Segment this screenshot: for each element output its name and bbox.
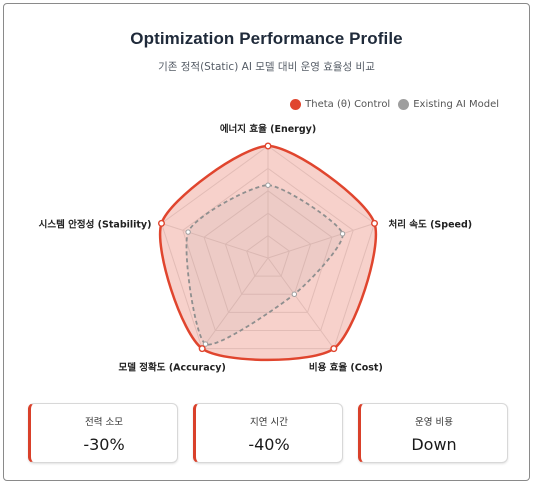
data-point-existing [340,232,344,236]
data-point-theta [265,143,271,149]
data-point-theta [372,221,378,227]
axis-label: 모델 정확도 (Accuracy) [119,362,226,374]
chart-card: Optimization Performance Profile 기존 정적(S… [3,3,530,481]
stat-card-power: 전력 소모 -30% [28,403,178,463]
stats-row: 전력 소모 -30% 지연 시간 -40% 운영 비용 Down [28,403,514,465]
data-point-theta [159,221,165,227]
stat-card-latency: 지연 시간 -40% [193,403,343,463]
data-point-theta [199,346,205,352]
axis-label: 비용 효율 (Cost) [309,362,383,374]
data-point-theta [331,346,337,352]
stat-value: -40% [196,435,342,454]
axis-label: 시스템 안정성 (Stability) [39,218,152,230]
radar-chart: 에너지 효율 (Energy) 처리 속도 (Speed) 비용 효율 (Cost)… [4,4,531,399]
stat-label: 지연 시간 [196,414,342,428]
stat-label: 운영 비용 [361,414,507,428]
stat-card-cost: 운영 비용 Down [358,403,508,463]
stat-value: Down [361,435,507,454]
data-point-existing [266,183,270,187]
axis-label: 처리 속도 (Speed) [389,218,473,230]
data-point-existing [292,292,296,296]
stat-value: -30% [31,435,177,454]
stat-label: 전력 소모 [31,414,177,428]
axis-label: 에너지 효율 (Energy) [220,123,316,135]
data-point-existing [186,230,190,234]
